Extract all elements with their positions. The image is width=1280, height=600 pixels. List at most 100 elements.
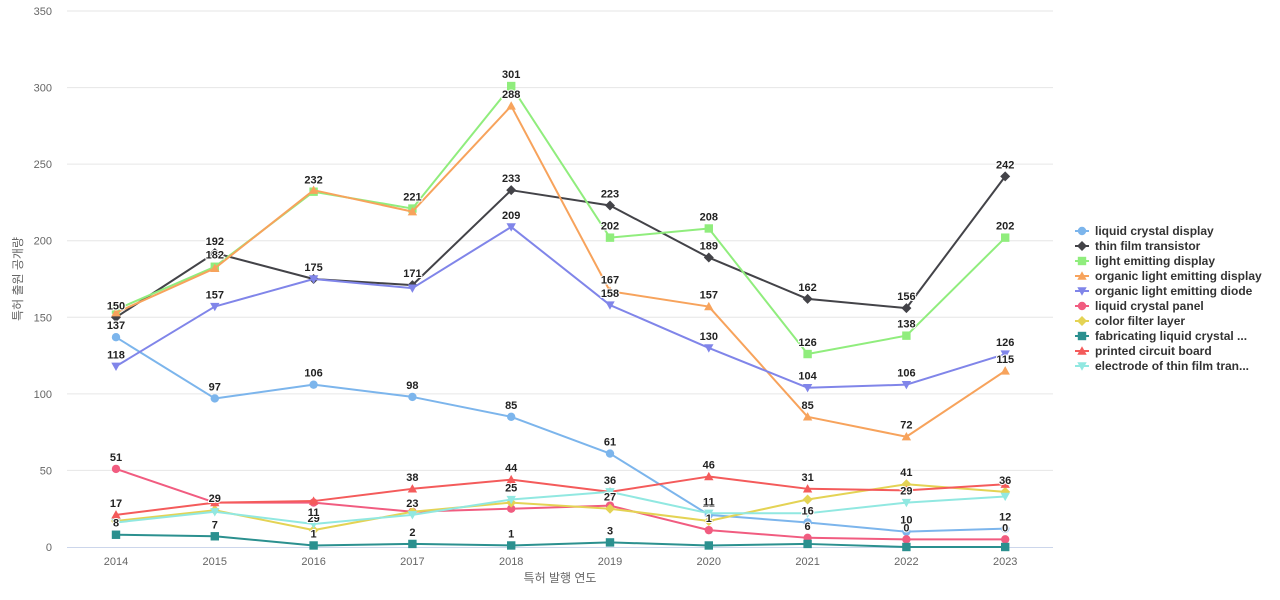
data-point	[802, 384, 813, 393]
data-point	[605, 449, 615, 458]
data-label: 301	[502, 69, 520, 81]
data-point	[901, 432, 912, 441]
legend-label: liquid crystal panel	[1095, 299, 1204, 313]
data-point	[1000, 479, 1010, 488]
legend-item[interactable]: liquid crystal display	[1075, 224, 1214, 238]
data-point	[703, 515, 714, 526]
data-point	[605, 301, 615, 310]
data-point	[902, 535, 911, 544]
data-point	[308, 520, 319, 529]
data-label: 242	[996, 159, 1014, 171]
data-point	[407, 484, 418, 493]
data-point	[605, 488, 615, 497]
data-point	[902, 542, 911, 552]
legend-marker	[1077, 226, 1087, 236]
legend-item[interactable]: liquid crystal panel	[1075, 299, 1204, 313]
data-point	[111, 464, 121, 474]
legend-item[interactable]: color filter layer	[1075, 314, 1185, 328]
data-point	[1001, 233, 1010, 242]
data-label: 21	[703, 498, 715, 510]
data-label: 202	[601, 221, 619, 233]
data-point	[703, 252, 714, 263]
x-tick-label: 2017	[400, 556, 424, 568]
data-label: 115	[996, 354, 1014, 366]
legend-marker	[1077, 287, 1087, 296]
legend-label: electrode of thin film tran...	[1095, 359, 1249, 373]
data-label: 126	[996, 337, 1014, 349]
data-point	[308, 525, 319, 536]
data-label: 0	[1002, 522, 1008, 534]
data-label: 138	[897, 319, 915, 331]
data-point	[506, 185, 517, 196]
legend-marker	[1077, 346, 1087, 355]
legend-marker	[1077, 331, 1087, 341]
legend-item[interactable]: organic light emitting display	[1075, 269, 1262, 283]
data-label: 1	[311, 528, 317, 540]
data-label: 41	[900, 467, 912, 479]
data-label: 36	[604, 475, 616, 487]
data-label: 12	[999, 512, 1011, 524]
data-label: 29	[900, 486, 912, 498]
data-label: 158	[601, 288, 619, 300]
data-label: 85	[505, 400, 517, 412]
data-label: 11	[308, 507, 320, 519]
data-point	[210, 394, 219, 403]
data-point	[901, 380, 912, 390]
data-point	[605, 538, 615, 547]
data-label: 38	[406, 472, 418, 484]
data-point	[1000, 492, 1010, 502]
legend-marker	[1077, 362, 1087, 371]
legend-marker	[1077, 256, 1087, 266]
data-point	[309, 541, 318, 550]
data-label: 162	[798, 282, 816, 294]
legend-item[interactable]: organic light emitting diode	[1075, 284, 1253, 298]
data-label: 1	[706, 513, 712, 525]
data-point	[308, 496, 319, 505]
data-point	[605, 503, 615, 514]
legend-label: fabricating liquid crystal ...	[1095, 329, 1247, 343]
legend-item[interactable]: electrode of thin film tran...	[1075, 359, 1249, 373]
legend-item[interactable]: fabricating liquid crystal ...	[1075, 329, 1247, 343]
legend-item[interactable]: printed circuit board	[1075, 344, 1212, 358]
data-point	[407, 511, 418, 520]
data-label: 10	[900, 515, 912, 527]
legend-item[interactable]: light emitting display	[1075, 254, 1215, 268]
data-point	[1001, 535, 1010, 544]
series-line	[115, 336, 1007, 533]
data-point	[506, 495, 516, 505]
data-point	[506, 223, 516, 232]
series-7	[111, 530, 1010, 552]
data-point	[704, 471, 714, 481]
legend-marker	[1077, 241, 1087, 251]
y-tick-label: 100	[34, 389, 52, 401]
data-label: 8	[113, 518, 119, 530]
data-label: 25	[505, 483, 517, 495]
x-tick-label: 2022	[894, 556, 918, 568]
y-axis-ticks: 0 50 100 150 200 250 300 350	[34, 6, 52, 554]
data-point	[308, 275, 319, 284]
legend-marker	[1077, 316, 1087, 326]
data-point	[309, 380, 318, 389]
data-point	[111, 510, 121, 519]
data-label: 98	[406, 380, 418, 392]
y-tick-label: 300	[34, 83, 52, 95]
data-label: 97	[209, 381, 221, 393]
series-0	[111, 332, 1010, 536]
data-label: 208	[700, 211, 718, 223]
y-axis-title: 특허 출원 공개량	[11, 237, 25, 321]
data-label: 27	[604, 492, 616, 504]
data-label: 1	[508, 528, 514, 540]
x-tick-label: 2021	[795, 556, 819, 568]
series-3	[111, 101, 1010, 441]
legend-item[interactable]: thin film transistor	[1075, 239, 1201, 253]
data-label: 192	[206, 236, 224, 248]
legend-label: light emitting display	[1095, 254, 1215, 268]
series-1	[111, 171, 1011, 323]
data-point	[901, 303, 912, 314]
series-2	[111, 81, 1010, 359]
data-point	[1001, 524, 1010, 533]
data-label: 36	[999, 475, 1011, 487]
data-point	[704, 344, 714, 353]
series-line	[115, 533, 1007, 548]
